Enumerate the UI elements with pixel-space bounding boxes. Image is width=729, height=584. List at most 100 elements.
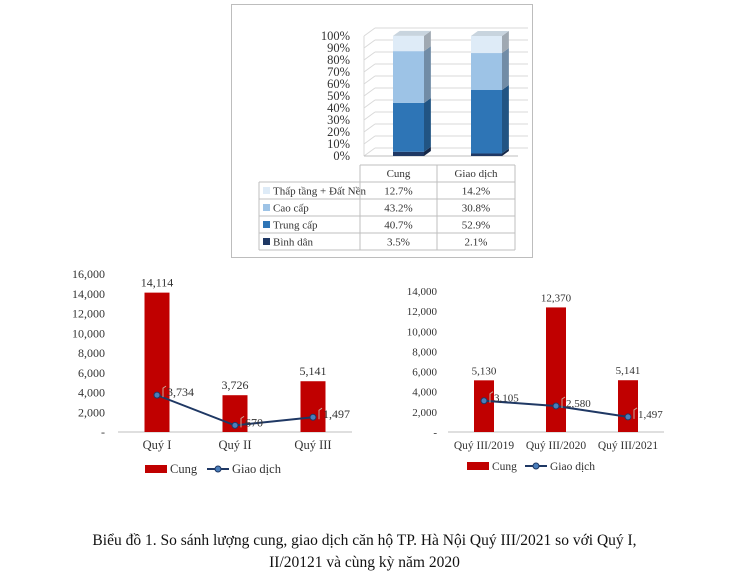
- y-tick-label: 16,000: [72, 267, 105, 281]
- y-tick-label: 80%: [327, 53, 350, 67]
- gridline-diagonal: [363, 111, 376, 121]
- y-tick-label: 20%: [327, 125, 350, 139]
- gridline-diagonal: [363, 99, 376, 109]
- stacked-bar-segment: [393, 102, 424, 152]
- table-cell: 3.5%: [387, 237, 410, 249]
- x-category-label: Quý III/2020: [526, 440, 587, 452]
- transaction-point: [624, 413, 632, 421]
- transaction-point-label: 670: [245, 415, 263, 429]
- table-cell: 43.2%: [384, 203, 412, 215]
- legend-swatch-supply: [145, 465, 167, 473]
- table-header: Cung: [387, 168, 411, 180]
- legend-label-transaction: Giao dịch: [550, 461, 595, 473]
- stacked-bar-top: [471, 31, 509, 36]
- transaction-point: [552, 402, 560, 410]
- stacked-bar-side: [502, 148, 509, 156]
- y-tick-label: 4,000: [78, 386, 105, 400]
- figure-caption: Biểu đồ 1. So sánh lượng cung, giao dịch…: [20, 530, 709, 574]
- x-category-label: Quý III/2019: [454, 440, 515, 452]
- table-cell: 2.1%: [465, 237, 488, 249]
- gridline-diagonal: [363, 75, 376, 85]
- quarterly-supply-transaction-chart: - 2,000 4,000 6,000 8,000 10,000 12,000 14,000 1…: [72, 267, 352, 476]
- supply-bar-label: 5,141: [616, 365, 641, 377]
- y-tick-label: 10,000: [72, 326, 105, 340]
- stacked-bar-segment: [471, 90, 502, 154]
- legend-swatch-supply: [467, 462, 489, 470]
- x-category-label: Quý III: [294, 438, 331, 452]
- caption-line-1: Biểu đồ 1. So sánh lượng cung, giao dịch…: [92, 532, 637, 549]
- legend-swatch: [263, 221, 270, 228]
- series-name: Thấp tầng + Đất Nền: [273, 186, 366, 198]
- label-leader-line: [633, 407, 638, 419]
- supply-bar-label: 3,726: [222, 378, 249, 392]
- gridline-diagonal: [363, 123, 376, 133]
- gridline-diagonal: [363, 147, 376, 157]
- stacked-bar-side: [502, 31, 509, 54]
- table-cell: 40.7%: [384, 220, 412, 232]
- y-tick-label: 60%: [327, 77, 350, 91]
- caption-line-2: II/20121 và cùng kỳ năm 2020: [269, 554, 460, 571]
- y-tick-label: 14,000: [407, 286, 438, 298]
- gridline-diagonal: [363, 27, 376, 37]
- label-leader-line: [561, 396, 566, 409]
- label-leader-line: [240, 415, 245, 428]
- legend-marker-transaction: [532, 462, 540, 470]
- legend-swatch: [263, 204, 270, 211]
- y-tick-label: 8,000: [78, 346, 105, 360]
- table-cell: 14.2%: [462, 186, 490, 198]
- y-tick-label: -: [433, 427, 437, 439]
- transaction-point: [309, 413, 317, 421]
- stacked-bar-segment: [393, 51, 424, 103]
- supply-bar: [300, 381, 326, 432]
- label-leader-line: [162, 385, 167, 398]
- y-tick-label: 90%: [327, 41, 350, 55]
- y-tick-label: 100%: [321, 29, 350, 43]
- transaction-point-label: 2,580: [566, 398, 591, 410]
- y-tick-label: 50%: [327, 89, 350, 103]
- supply-bar-label: 5,141: [300, 364, 327, 378]
- supply-bar-label: 12,370: [541, 292, 572, 304]
- transaction-point: [231, 421, 239, 429]
- y-tick-label: 14,000: [72, 287, 105, 301]
- stacked-bar-side: [424, 146, 431, 156]
- series-name: Cao cấp: [273, 203, 309, 215]
- legend-label-supply: Cung: [492, 461, 517, 473]
- stacked-percent-chart: 0%10%20%30%40%50%60%70%80%90%100% Cung Gia…: [258, 27, 528, 251]
- stacked-bar-segment: [393, 35, 424, 52]
- stacked-bar-segment: [393, 151, 424, 156]
- table-header: Giao dịch: [454, 168, 498, 180]
- gridline-diagonal: [363, 87, 376, 97]
- transaction-point: [480, 397, 488, 405]
- transaction-point-label: 1,497: [323, 407, 350, 421]
- supply-bar: [618, 380, 638, 432]
- y-tick-label: 40%: [327, 101, 350, 115]
- x-category-label: Quý I: [143, 438, 172, 452]
- y-tick-label: 4,000: [412, 387, 437, 399]
- stacked-bar-side: [502, 48, 509, 90]
- y-tick-label: 12,000: [407, 306, 438, 318]
- series-name: Bình dân: [273, 237, 314, 249]
- supply-bar-label: 5,130: [472, 365, 497, 377]
- table-cell: 52.9%: [462, 220, 490, 232]
- x-category-label: Quý III/2021: [598, 440, 659, 452]
- legend-label-supply: Cung: [170, 462, 198, 476]
- stacked-bar-side: [424, 30, 431, 52]
- stacked-percent-chart-panel: 0% 10% 20% 30% 40% 50% 60% 70% 80% 90% 100% Cung Gia…: [231, 4, 533, 258]
- label-leader-line: [489, 391, 494, 403]
- transaction-point-label: 1,497: [638, 409, 663, 421]
- supply-bar: [474, 380, 494, 432]
- legend-label-transaction: Giao dịch: [232, 462, 282, 476]
- stacked-bar-side: [424, 46, 431, 103]
- supply-bar: [546, 307, 566, 432]
- y-tick-label: 0%: [333, 149, 350, 163]
- yoy-q3-supply-transaction-chart: - 2,000 4,000 6,000 8,000 10,000 12,000 14,000 Q…: [407, 286, 664, 473]
- stacked-bar-side: [424, 97, 431, 152]
- y-tick-label: 12,000: [72, 307, 105, 321]
- stacked-bar-segment: [471, 53, 502, 90]
- y-tick-label: -: [101, 425, 105, 439]
- y-tick-label: 2,000: [412, 407, 437, 419]
- stacked-bar-top: [393, 30, 431, 36]
- legend-swatch: [263, 238, 270, 245]
- transaction-point: [153, 391, 161, 399]
- y-tick-label: 10%: [327, 137, 350, 151]
